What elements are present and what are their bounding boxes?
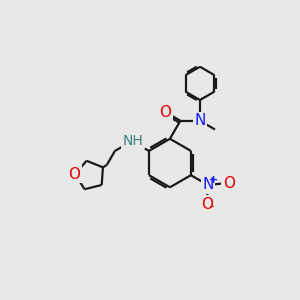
- Text: NH: NH: [123, 134, 143, 148]
- Text: -: -: [210, 200, 214, 213]
- Text: O: O: [68, 167, 80, 182]
- Text: N: N: [194, 113, 206, 128]
- Text: O: O: [201, 197, 213, 212]
- Text: +: +: [208, 175, 217, 185]
- Text: O: O: [159, 105, 171, 120]
- Text: N: N: [202, 178, 214, 193]
- Text: O: O: [223, 176, 235, 190]
